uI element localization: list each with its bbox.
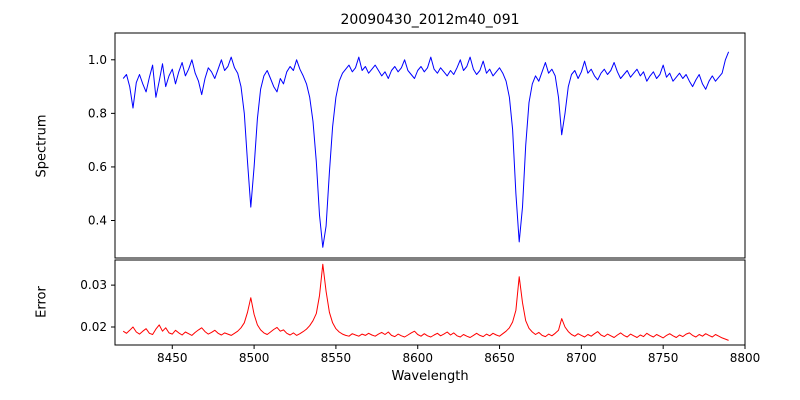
spectrum-y-tick-label: 0.4	[88, 214, 107, 228]
error-line	[122, 263, 729, 341]
x-tick-label: 8500	[239, 351, 270, 365]
error-y-tick-label: 0.02	[80, 320, 107, 334]
x-tick-label: 8550	[321, 351, 352, 365]
spectrum-line	[122, 51, 730, 248]
x-tick-label: 8450	[157, 351, 188, 365]
x-tick-label: 8650	[484, 351, 515, 365]
chart-title: 20090430_2012m40_091	[340, 12, 520, 28]
x-tick-label: 8750	[648, 351, 679, 365]
spectrum-y-tick-label: 0.8	[88, 106, 107, 120]
x-tick-label: 8800	[730, 351, 761, 365]
x-tick-label: 8700	[566, 351, 597, 365]
spectrum-y-tick-label: 0.6	[88, 160, 107, 174]
error-axes-frame	[114, 259, 746, 346]
spectrum-y-tick-label: 1.0	[88, 53, 107, 67]
x-tick-label: 8600	[402, 351, 433, 365]
spectrum-axes-frame	[114, 32, 746, 259]
x-axis-label: Wavelength	[391, 369, 469, 384]
error-y-tick-label: 0.03	[80, 278, 107, 292]
